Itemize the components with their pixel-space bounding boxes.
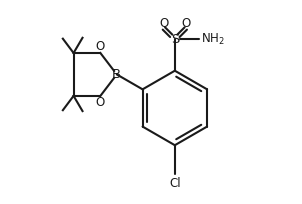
Text: O: O: [96, 40, 105, 53]
Text: NH$_2$: NH$_2$: [201, 32, 225, 47]
Text: O: O: [159, 17, 169, 30]
Text: B: B: [112, 68, 121, 81]
Text: S: S: [171, 33, 179, 46]
Text: O: O: [181, 17, 191, 30]
Text: Cl: Cl: [169, 177, 181, 190]
Text: O: O: [96, 96, 105, 109]
